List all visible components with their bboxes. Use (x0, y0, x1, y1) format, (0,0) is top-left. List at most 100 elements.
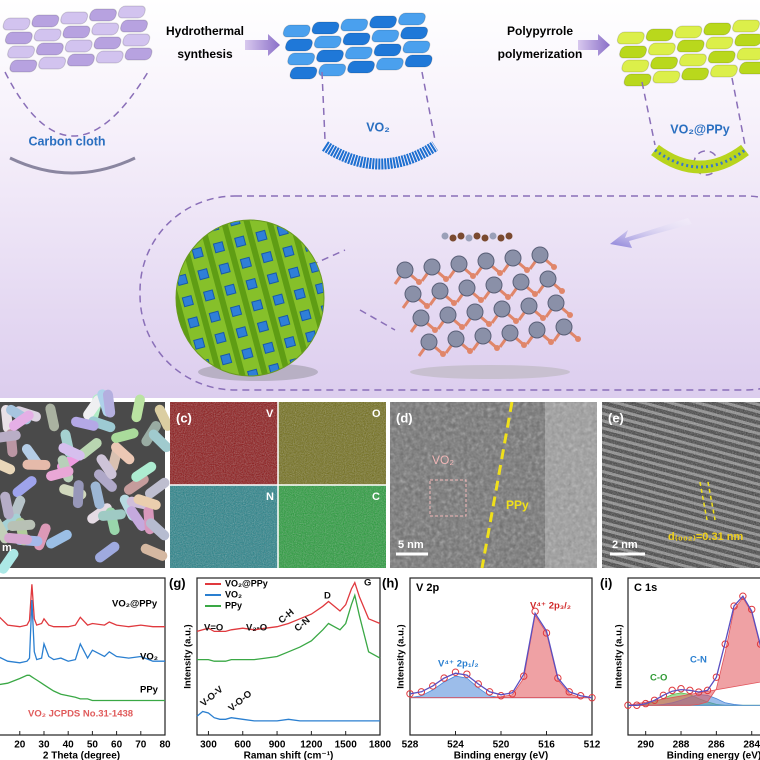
x-tick-label: 1800 (369, 740, 392, 751)
series-line (197, 592, 381, 662)
sem-rod (58, 443, 85, 461)
sem-rod (0, 491, 14, 520)
molecule-atom (481, 234, 489, 242)
annotation: V=O (204, 623, 223, 634)
charts: 20 30 40 50 60 70 802 Theta (degree)VO₂@PPyVO₂… (0, 575, 760, 760)
weave-tile (375, 57, 404, 71)
o-atom (432, 327, 438, 333)
series-line (196, 581, 381, 633)
interface-line (480, 401, 514, 569)
weave-tile (703, 22, 732, 36)
sem-rod (88, 416, 116, 433)
weave-tile (732, 19, 760, 33)
panel-label: (h) (382, 575, 399, 590)
x-tick-label: 528 (402, 740, 419, 751)
sem-rod (22, 459, 51, 471)
weave-tile (91, 22, 120, 36)
v-atom (547, 294, 565, 312)
zoom-cone (4, 71, 149, 137)
weave-tile (282, 24, 311, 38)
o-atom (548, 339, 554, 345)
annotation: V⁴⁺ 2p₁/₂ (438, 659, 479, 670)
annotation: D (324, 591, 331, 602)
weave-tile (674, 25, 703, 39)
v-atom (474, 327, 492, 345)
y-axis-label: Intensity (a.u.) (183, 624, 194, 688)
tem-noise (390, 402, 597, 568)
panel-label: (d) (396, 410, 413, 425)
v-atom (512, 273, 530, 291)
weave-tile (7, 45, 36, 59)
sem-rod (131, 394, 145, 423)
scale-label: m (2, 542, 12, 554)
weave-tile (64, 39, 93, 53)
weave-tile (373, 43, 402, 57)
weave-tile (616, 31, 645, 45)
v-atom (420, 333, 438, 351)
molecule-atom (441, 232, 449, 240)
v-atom (477, 252, 495, 270)
series-line (0, 584, 165, 628)
sem-rod (46, 529, 72, 549)
spacing-label: d₍₀₀₂₎=0.31 nm (668, 531, 743, 543)
v-atom (431, 282, 449, 300)
weave-tile (313, 35, 342, 49)
weave-tile (4, 31, 33, 45)
v-atom (501, 324, 519, 342)
sem-rod (7, 519, 36, 532)
chart-title: V 2p (416, 582, 440, 594)
o-atom (440, 351, 446, 357)
sem-rod (4, 532, 33, 545)
weave-tile (2, 17, 31, 31)
material-label: VO₂ (366, 120, 390, 134)
o-atom (575, 336, 581, 342)
sem-rod (96, 454, 117, 480)
weave-tile (342, 32, 371, 46)
weave-tile (120, 19, 148, 33)
x-tick-label: 512 (584, 740, 601, 751)
series-line (409, 611, 593, 699)
x-tick-label: 900 (269, 740, 286, 751)
series-line (0, 599, 165, 664)
sem-rod (90, 481, 105, 510)
sem-rod (144, 477, 170, 499)
data-point (451, 668, 460, 676)
sem-rod (131, 461, 157, 482)
sem-rod (83, 394, 104, 420)
annotation: V⁴⁺ 2p₃/₂ (530, 601, 571, 612)
molecule-atom (489, 232, 497, 240)
series-line (196, 710, 380, 722)
scale-label: 2 nm (612, 539, 638, 551)
molecule-atom (465, 234, 473, 242)
x-tick-label: 20 (14, 740, 26, 751)
o-atom (559, 288, 565, 294)
weave-tile (31, 14, 60, 28)
weave-tile (734, 33, 760, 47)
data-point (756, 640, 760, 648)
v-atom (539, 270, 557, 288)
sem-rod (93, 469, 117, 492)
weave-tile (33, 28, 62, 42)
weave-tile (93, 36, 122, 50)
step-label: Hydrothermal (166, 24, 244, 38)
series-line (628, 595, 760, 706)
v-atom (520, 297, 538, 315)
x-axis-label: Binding energy (eV) (667, 751, 760, 760)
o-atom (551, 264, 557, 270)
o-atom (443, 276, 449, 282)
data-point (485, 688, 494, 696)
step-label: synthesis (177, 47, 233, 61)
v-atom (458, 279, 476, 297)
x-axis-label: 2 Theta (degree) (43, 751, 120, 760)
weave-tile (623, 73, 652, 87)
annotation: V₂-O (246, 623, 267, 634)
o-atom (424, 303, 430, 309)
data-point (677, 685, 685, 693)
sem-rod (126, 506, 147, 531)
sem-rod (123, 474, 149, 495)
x-tick-label: 520 (493, 740, 510, 751)
data-point (659, 691, 668, 700)
data-point (429, 682, 437, 690)
